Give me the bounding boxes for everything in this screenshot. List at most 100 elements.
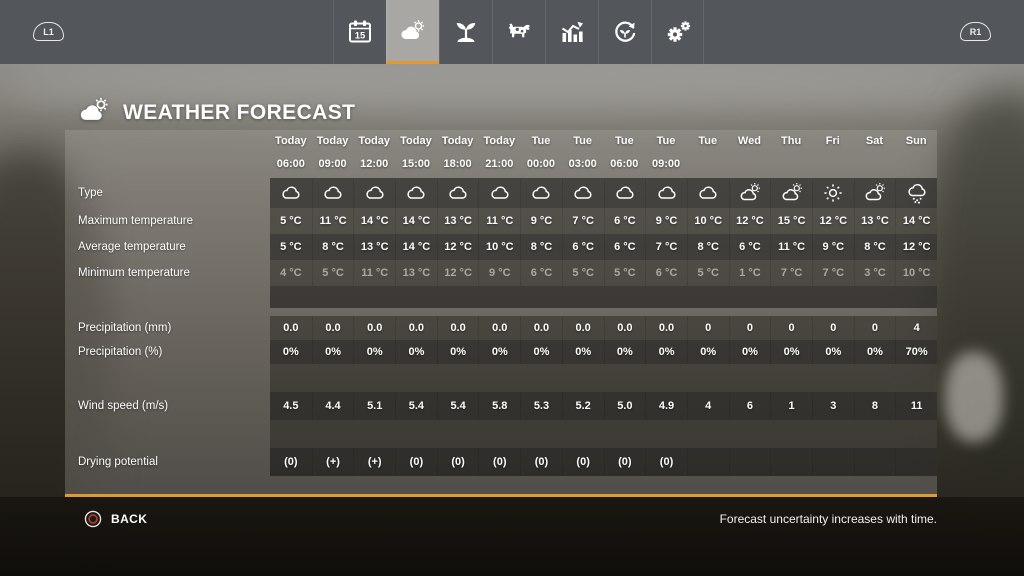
weather-icon (401, 19, 425, 39)
precip_mm-value-cell: 0.0 (478, 316, 521, 340)
precip_mm-value-cell: 0.0 (395, 316, 437, 340)
min-value-cell: 10 °C (895, 260, 937, 286)
avg-value-cell: 6 °C (728, 234, 771, 260)
column-day-header: Tue (656, 135, 676, 147)
drying-value-cell: (0) (478, 448, 521, 476)
precip_pct-value-cell: 0% (520, 340, 562, 364)
wind-value-cell: 5.0 (603, 392, 646, 420)
column-day-header: Fri (825, 135, 840, 147)
row-label-type: Type (78, 187, 103, 199)
column-time-header: 18:00 (443, 158, 472, 170)
drying-value-cell: (0) (603, 448, 646, 476)
avg-value-cell: 8 °C (686, 234, 729, 260)
wind-value-cell: 11 (895, 392, 937, 420)
column-day-header: Today (441, 135, 474, 147)
precip_mm-value-cell: 0.0 (311, 316, 354, 340)
drying-value-cell (895, 448, 937, 476)
column-time-header (895, 152, 937, 176)
bottom-bar (0, 497, 1024, 576)
wind-value-cell: 5.8 (478, 392, 521, 420)
avg-value-cell: 12 °C (436, 234, 479, 260)
back-button[interactable]: BACK (84, 510, 147, 528)
drying-value-cell: (0) (561, 448, 604, 476)
drying-value-cell: (+) (353, 448, 396, 476)
column-day-header: Tue (573, 135, 593, 147)
cloudy-icon (282, 186, 300, 199)
wind-value-cell: 1 (770, 392, 812, 420)
cloudy-icon (324, 186, 342, 199)
partly-cloudy-icon (865, 183, 885, 201)
min-value-cell: 13 °C (395, 260, 437, 286)
avg-value-cell: 8 °C (853, 234, 896, 260)
cloudy-icon (449, 186, 467, 199)
precip_pct-value-cell: 0% (728, 340, 771, 364)
column-time-header: 06:00 (610, 158, 639, 170)
drying-value-cell (811, 448, 854, 476)
precip_pct-value-cell: 0% (686, 340, 729, 364)
header-spacer (65, 130, 270, 152)
min-value-cell: 11 °C (353, 260, 396, 286)
drying-value-cell: (+) (311, 448, 354, 476)
weather-type-cell (478, 178, 521, 208)
rainy-icon (908, 183, 926, 204)
top-menu-bar: L1 15 R1 (0, 0, 1024, 64)
max-value-cell: 11 °C (478, 208, 521, 234)
avg-value-cell: 6 °C (603, 234, 646, 260)
back-button-label: BACK (111, 512, 148, 526)
precip_mm-value-cell: 0.0 (603, 316, 646, 340)
avg-value-cell: 13 °C (353, 234, 396, 260)
left-shoulder-button[interactable]: L1 (33, 22, 64, 41)
min-value-cell: 5 °C (603, 260, 646, 286)
max-value-cell: 12 °C (811, 208, 854, 234)
max-value-cell: 15 °C (770, 208, 812, 234)
wind-value-cell: 5.3 (520, 392, 562, 420)
precip_pct-value-cell: 0% (270, 340, 312, 364)
sunny-icon (824, 184, 842, 202)
tab-settings[interactable] (651, 0, 704, 64)
drying-value-cell (686, 448, 729, 476)
tab-weather[interactable] (386, 0, 439, 64)
drying-value-cell: (0) (395, 448, 437, 476)
column-day-header: Today (400, 135, 432, 147)
max-value-cell: 9 °C (520, 208, 562, 234)
crops-icon (456, 22, 476, 42)
min-value-cell: 5 °C (561, 260, 604, 286)
weather-type-cell (895, 178, 937, 208)
precip_mm-value-cell: 0 (811, 316, 854, 340)
weather-type-cell (270, 178, 312, 208)
precip_pct-value-cell: 0% (770, 340, 812, 364)
weather-type-cell (811, 178, 854, 208)
settings-icon (667, 21, 690, 42)
wind-value-cell: 4.9 (645, 392, 687, 420)
circle-button-icon (84, 510, 102, 528)
min-value-cell: 12 °C (436, 260, 479, 286)
tab-finances[interactable] (545, 0, 598, 64)
row-label-avg: Average temperature (78, 241, 186, 253)
tab-crops[interactable] (439, 0, 492, 64)
column-day-header: Wed (737, 135, 761, 147)
right-shoulder-button[interactable]: R1 (960, 22, 991, 41)
tab-calendar[interactable]: 15 (333, 0, 386, 64)
column-day-header: Today (316, 135, 349, 147)
cloudy-icon (616, 186, 634, 199)
min-value-cell: 6 °C (520, 260, 562, 286)
cloudy-icon (532, 186, 550, 199)
drying-value-cell: (0) (520, 448, 562, 476)
precip_mm-value-cell: 0 (728, 316, 771, 340)
min-value-cell: 5 °C (686, 260, 729, 286)
weather-type-cell (686, 178, 729, 208)
tab-animals[interactable] (492, 0, 545, 64)
precip_pct-value-cell: 0% (603, 340, 646, 364)
empty-row-band (270, 286, 937, 308)
tab-rotation[interactable] (598, 0, 651, 64)
row-label-drying: Drying potential (78, 456, 158, 468)
weather-type-cell (728, 178, 771, 208)
page-title: WEATHER FORECAST (123, 101, 356, 124)
wind-value-cell: 5.4 (395, 392, 437, 420)
avg-value-cell: 9 °C (811, 234, 854, 260)
max-value-cell: 14 °C (395, 208, 437, 234)
row-label-min: Minimum temperature (78, 267, 190, 279)
weather-type-cell (353, 178, 396, 208)
wind-value-cell: 3 (811, 392, 854, 420)
background-marker-blur (945, 352, 1003, 442)
